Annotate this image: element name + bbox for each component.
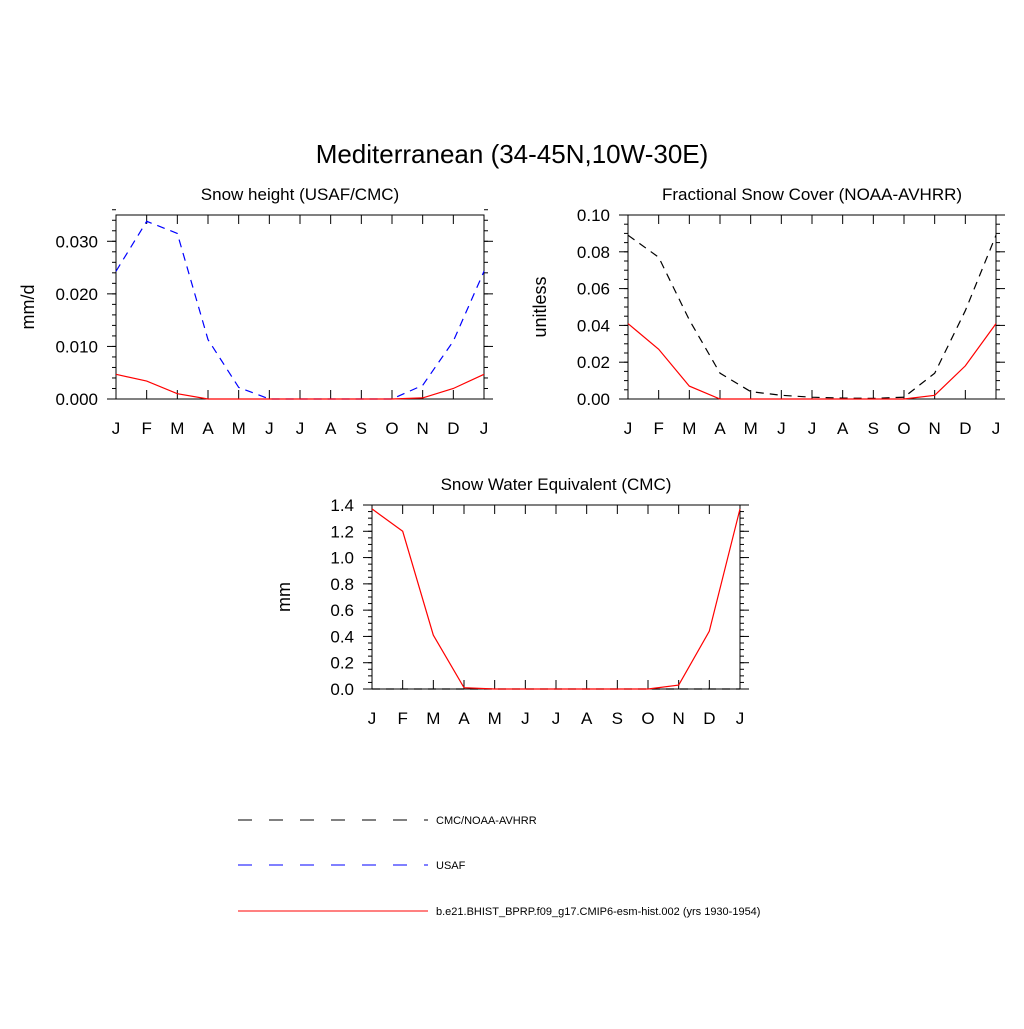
x-tick-label: J: [736, 709, 745, 728]
y-tick-label: 0.6: [330, 601, 354, 620]
x-tick-label: M: [426, 709, 440, 728]
x-tick-label: J: [992, 419, 1001, 438]
panel-title: Fractional Snow Cover (NOAA-AVHRR): [662, 185, 962, 204]
y-tick-label: 0.04: [577, 316, 610, 335]
plot-frame: [115, 214, 485, 400]
panel-1: Snow height (USAF/CMC)mm/dJ F M A M J J A S O N D J0…: [18, 185, 493, 438]
y-tick-label: 0.000: [55, 390, 98, 409]
plot-frame: [627, 214, 997, 400]
x-tick-label: F: [653, 419, 663, 438]
y-tick-label: 0.08: [577, 243, 610, 262]
series-line-dashed: [115, 220, 485, 400]
y-tick-label: 0.020: [55, 285, 98, 304]
panel-3: Snow Water Equivalent (CMC)mmJ F M A M J J A S O N…: [274, 475, 749, 728]
x-tick-label: D: [959, 419, 971, 438]
y-tick-label: 0.00: [577, 390, 610, 409]
series-line-dashed: [627, 234, 997, 400]
x-tick-label: F: [397, 709, 407, 728]
legend-label: USAF: [436, 860, 466, 872]
y-tick-label: 0.06: [577, 280, 610, 299]
x-tick-label: A: [458, 709, 470, 728]
series-line-solid: [371, 508, 741, 690]
x-tick-label: N: [929, 419, 941, 438]
y-tick-label: 0.4: [330, 627, 354, 646]
x-tick-label: D: [703, 709, 715, 728]
x-tick-label: A: [714, 419, 726, 438]
x-tick-label: F: [141, 419, 151, 438]
x-tick-label: J: [624, 419, 633, 438]
y-axis-label: mm/d: [18, 285, 38, 330]
x-tick-label: M: [488, 709, 502, 728]
y-tick-label: 0.0: [330, 680, 354, 699]
x-tick-label: O: [385, 419, 398, 438]
y-tick-label: 1.4: [330, 496, 354, 515]
y-tick-label: 1.2: [330, 522, 354, 541]
x-tick-label: J: [368, 709, 377, 728]
panel-2: Fractional Snow Cover (NOAA-AVHRR) unitle…: [530, 185, 1005, 438]
x-tick-label: N: [417, 419, 429, 438]
x-tick-label: M: [744, 419, 758, 438]
x-tick-label: J: [112, 419, 121, 438]
x-tick-label: S: [868, 419, 879, 438]
x-tick-label: A: [202, 419, 214, 438]
x-tick-label: J: [265, 419, 274, 438]
y-axis-label: unitless: [530, 276, 550, 337]
legend: CMC/NOAA-AVHRR USAF b.e21.BHIST_BPRP.f09_g…: [238, 815, 760, 918]
x-tick-label: O: [641, 709, 654, 728]
x-tick-label: J: [521, 709, 530, 728]
legend-label: CMC/NOAA-AVHRR: [436, 815, 537, 827]
x-tick-label: A: [837, 419, 849, 438]
x-tick-label: O: [897, 419, 910, 438]
y-tick-label: 0.010: [55, 337, 98, 356]
x-tick-label: J: [808, 419, 817, 438]
x-tick-label: D: [447, 419, 459, 438]
x-tick-label: S: [612, 709, 623, 728]
x-tick-label: S: [356, 419, 367, 438]
series-line-solid: [627, 323, 997, 400]
x-tick-label: A: [581, 709, 593, 728]
x-tick-label: M: [682, 419, 696, 438]
y-tick-label: 0.8: [330, 575, 354, 594]
panel-title: Snow height (USAF/CMC): [201, 185, 399, 204]
x-tick-label: J: [480, 419, 489, 438]
plot-frame: [371, 504, 741, 690]
y-tick-label: 0.10: [577, 206, 610, 225]
panels: Snow height (USAF/CMC)mm/dJ F M A M J J A S O N D J0…: [18, 185, 1005, 728]
x-tick-label: J: [777, 419, 786, 438]
y-tick-label: 1.0: [330, 549, 354, 568]
panel-title: Snow Water Equivalent (CMC): [441, 475, 672, 494]
y-tick-label: 0.030: [55, 232, 98, 251]
y-tick-label: 0.2: [330, 654, 354, 673]
x-tick-label: J: [552, 709, 561, 728]
x-tick-label: M: [170, 419, 184, 438]
x-tick-label: J: [296, 419, 305, 438]
y-axis-label: mm: [274, 582, 294, 612]
figure-title: Mediterranean (34-45N,10W-30E): [316, 139, 709, 169]
x-tick-label: M: [232, 419, 246, 438]
legend-label: b.e21.BHIST_BPRP.f09_g17.CMIP6-esm-hist.…: [436, 906, 760, 918]
series-line-solid: [115, 373, 485, 400]
x-tick-label: A: [325, 419, 337, 438]
y-tick-label: 0.02: [577, 353, 610, 372]
x-tick-label: N: [673, 709, 685, 728]
